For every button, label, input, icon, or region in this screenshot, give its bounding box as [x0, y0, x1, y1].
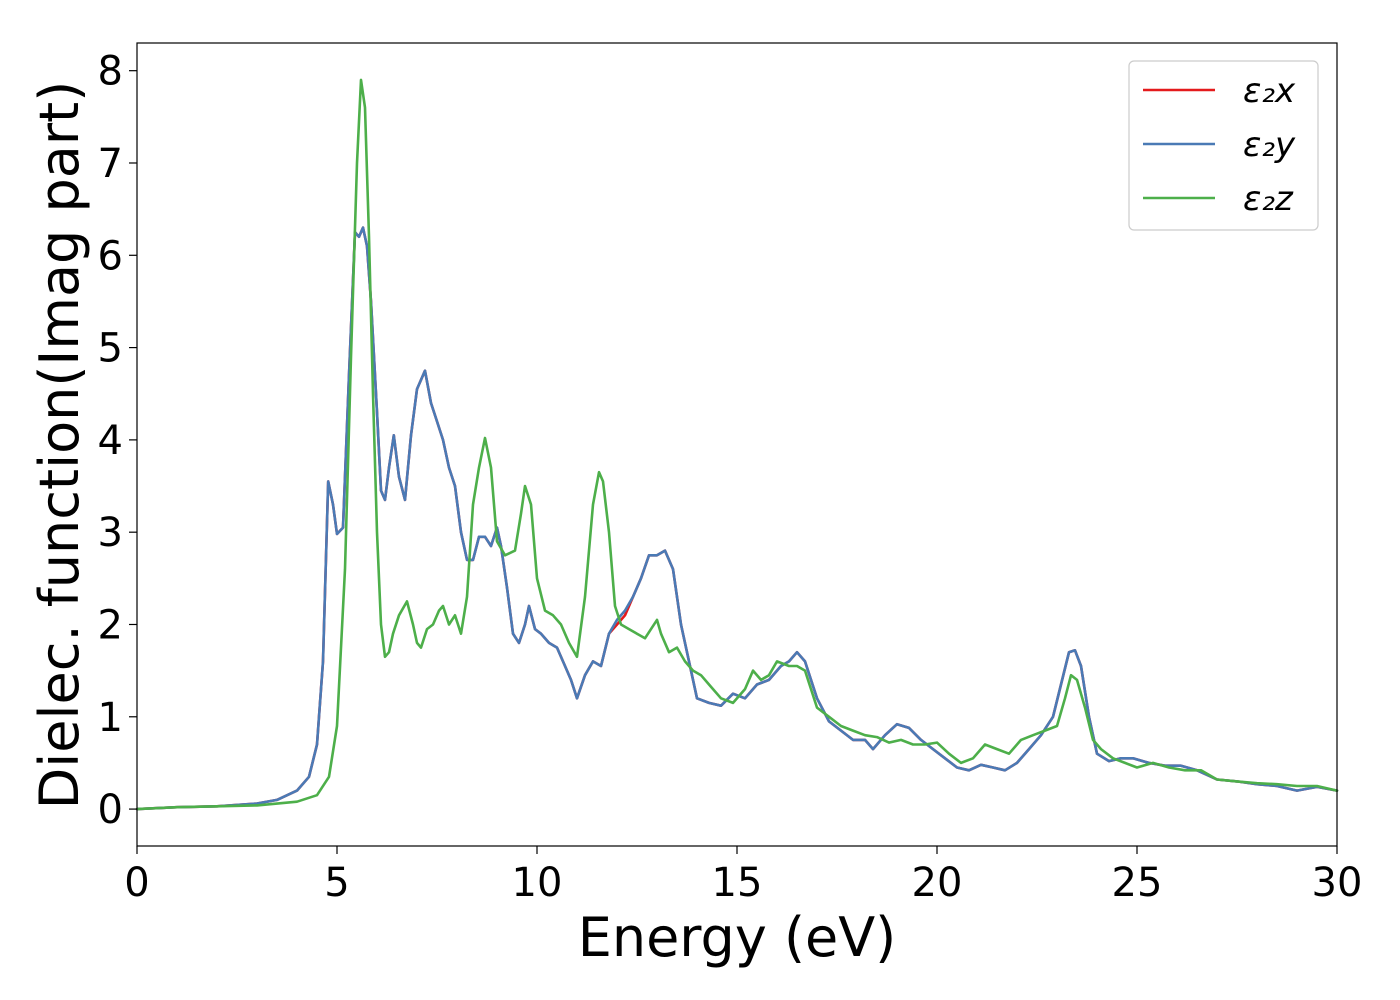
y-tick-label: 4 [98, 418, 123, 464]
x-axis-label: Energy (eV) [578, 906, 897, 969]
x-tick-label: 0 [124, 860, 149, 906]
y-tick-label: 7 [98, 141, 123, 187]
y-axis: 0 1 2 3 4 5 6 7 8 [98, 49, 137, 833]
series-line-2 [135, 226, 1339, 811]
x-tick-label: 15 [712, 860, 763, 906]
y-tick-label: 2 [98, 602, 123, 648]
y-tick-label: 1 [98, 695, 123, 741]
x-tick-label: 5 [324, 860, 349, 906]
y-tick-label: 6 [98, 233, 123, 279]
x-tick-label: 10 [512, 860, 563, 906]
legend-label-1: ε₂x [1243, 71, 1296, 111]
y-tick-label: 0 [98, 787, 123, 833]
series-layer [135, 78, 1339, 811]
x-tick-label: 30 [1312, 860, 1363, 906]
x-tick-label: 25 [1112, 860, 1163, 906]
x-tick-label: 20 [912, 860, 963, 906]
y-tick-label: 8 [98, 49, 123, 95]
y-tick-label: 3 [98, 510, 123, 556]
legend: ε₂x ε₂y ε₂z [1128, 60, 1319, 231]
y-tick-label: 5 [98, 326, 123, 372]
x-axis: 0 5 10 15 20 25 30 [124, 846, 1362, 906]
y-axis-label: Dielec. function(Imag part) [28, 81, 91, 810]
series-line-3 [135, 78, 1339, 811]
legend-box [1128, 60, 1319, 231]
legend-label-3: ε₂z [1243, 179, 1294, 219]
legend-label-2: ε₂y [1243, 125, 1296, 165]
